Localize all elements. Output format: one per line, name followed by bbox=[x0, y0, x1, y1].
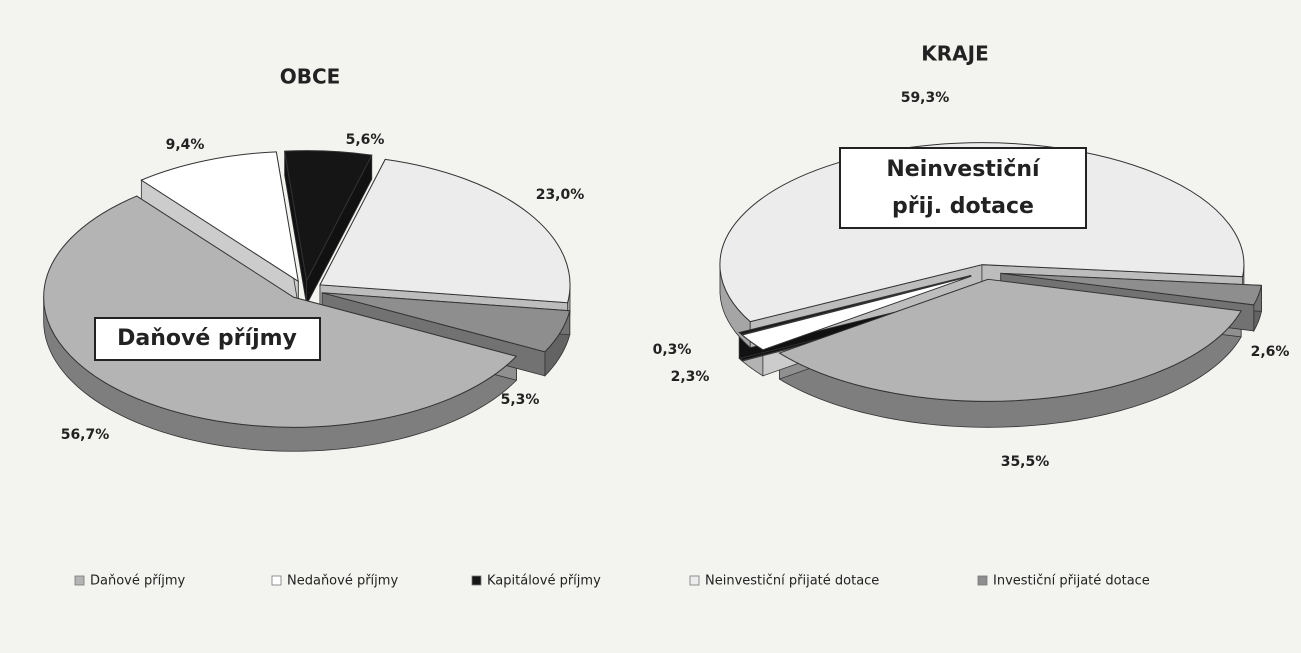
annotation: Daňové příjmy bbox=[117, 326, 297, 351]
value-label: 23,0% bbox=[536, 187, 585, 203]
value-label: 0,3% bbox=[653, 342, 692, 358]
value-label: 2,3% bbox=[671, 369, 710, 385]
slice bbox=[322, 292, 571, 353]
slice bbox=[778, 278, 1242, 402]
legend-label: Daňové příjmy bbox=[90, 574, 185, 589]
annotation-box bbox=[94, 317, 321, 361]
legend-label: Investiční přijaté dotace bbox=[993, 574, 1150, 589]
legend-swatch bbox=[74, 575, 85, 586]
slice bbox=[741, 275, 972, 351]
slice bbox=[140, 151, 299, 283]
legend-label: Kapitálové příjmy bbox=[487, 574, 601, 589]
legend-label: Nedaňové příjmy bbox=[287, 574, 398, 589]
annotation: Neinvestiční bbox=[886, 157, 1041, 182]
chart-title: OBCE bbox=[280, 65, 341, 89]
value-label: 9,4% bbox=[166, 137, 205, 153]
slice bbox=[43, 195, 518, 428]
legend-swatch bbox=[977, 575, 988, 586]
slice bbox=[319, 158, 571, 304]
slice bbox=[284, 150, 373, 283]
value-label: 5,3% bbox=[501, 392, 540, 408]
legend-swatch bbox=[471, 575, 482, 586]
value-label: 5,6% bbox=[346, 132, 385, 148]
chart-title: KRAJE bbox=[921, 42, 988, 66]
value-label: 59,3% bbox=[901, 90, 950, 106]
value-label: 35,5% bbox=[1001, 454, 1050, 470]
legend-label: Neinvestiční přijaté dotace bbox=[705, 574, 879, 589]
legend-swatch bbox=[271, 575, 282, 586]
slice bbox=[1000, 272, 1263, 306]
annotation-box bbox=[839, 147, 1087, 229]
annotation: přij. dotace bbox=[892, 194, 1034, 219]
value-label: 56,7% bbox=[61, 427, 110, 443]
value-label: 2,6% bbox=[1251, 344, 1290, 360]
slice bbox=[738, 275, 972, 336]
legend-swatch bbox=[689, 575, 700, 586]
